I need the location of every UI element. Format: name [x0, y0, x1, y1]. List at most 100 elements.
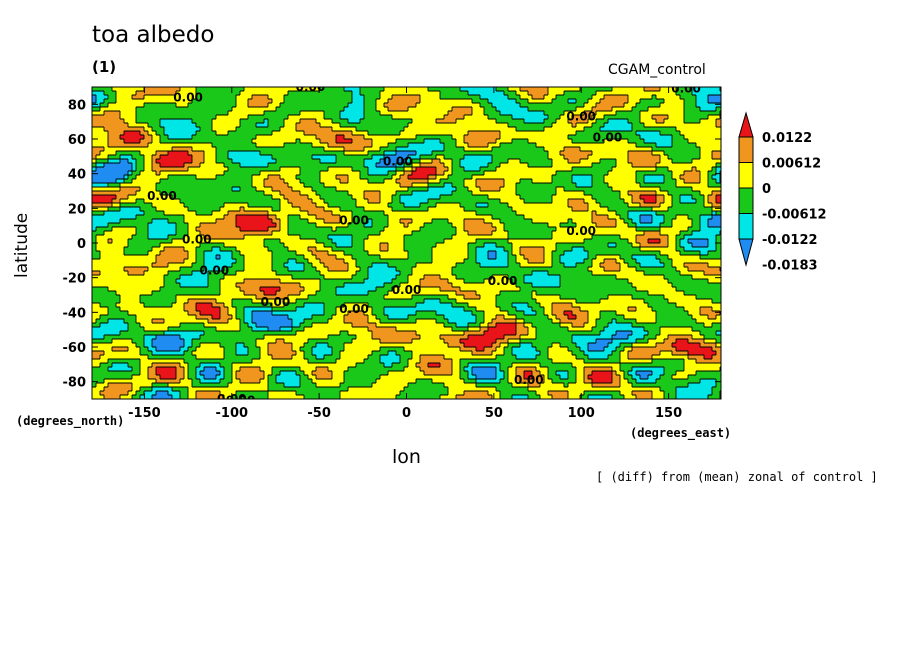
field-cell: [528, 127, 533, 132]
field-cell: [288, 131, 293, 136]
field-cell: [308, 87, 313, 92]
field-cell: [204, 191, 209, 196]
field-cell: [564, 99, 569, 104]
field-cell: [500, 95, 505, 100]
field-cell: [140, 135, 145, 140]
field-cell: [392, 159, 397, 164]
field-cell: [112, 103, 117, 108]
field-cell: [344, 211, 349, 216]
field-cell: [644, 115, 649, 120]
field-cell: [196, 119, 201, 124]
field-cell: [284, 155, 289, 160]
field-cell: [184, 99, 189, 104]
field-cell: [516, 143, 521, 148]
field-cell: [116, 207, 121, 212]
field-cell: [680, 95, 685, 100]
field-cell: [672, 99, 677, 104]
field-cell: [656, 175, 661, 180]
field-cell: [200, 155, 205, 160]
field-cell: [628, 187, 633, 192]
field-cell: [352, 139, 357, 144]
field-cell: [416, 103, 421, 108]
field-cell: [508, 183, 513, 188]
field-cell: [244, 123, 249, 128]
field-cell: [336, 99, 341, 104]
field-cell: [360, 159, 365, 164]
field-cell: [192, 123, 197, 128]
field-cell: [708, 195, 713, 200]
field-cell: [140, 115, 145, 120]
field-cell: [488, 167, 493, 172]
field-cell: [436, 171, 441, 176]
field-cell: [576, 119, 581, 124]
field-cell: [120, 143, 125, 148]
field-cell: [540, 131, 545, 136]
field-cell: [476, 159, 481, 164]
field-cell: [348, 155, 353, 160]
field-cell: [688, 191, 693, 196]
field-cell: [684, 131, 689, 136]
field-cell: [428, 143, 433, 148]
field-cell: [548, 127, 553, 132]
field-cell: [456, 119, 461, 124]
field-cell: [180, 143, 185, 148]
field-cell: [648, 175, 653, 180]
field-cell: [336, 183, 341, 188]
field-cell: [140, 103, 145, 108]
field-cell: [612, 147, 617, 152]
field-cell: [128, 155, 133, 160]
field-cell: [192, 111, 197, 116]
field-cell: [696, 183, 701, 188]
field-cell: [136, 159, 141, 164]
field-cell: [436, 167, 441, 172]
field-cell: [304, 103, 309, 108]
field-cell: [636, 139, 641, 144]
field-cell: [516, 111, 521, 116]
field-cell: [712, 159, 717, 164]
field-cell: [96, 175, 101, 180]
field-cell: [180, 111, 185, 116]
field-cell: [132, 111, 137, 116]
field-cell: [584, 95, 589, 100]
field-cell: [476, 191, 481, 196]
field-cell: [292, 99, 297, 104]
field-cell: [500, 87, 505, 92]
field-cell: [116, 203, 121, 208]
field-cell: [260, 187, 265, 192]
field-cell: [356, 187, 361, 192]
field-cell: [408, 123, 413, 128]
field-cell: [596, 119, 601, 124]
field-cell: [324, 95, 329, 100]
field-cell: [268, 119, 273, 124]
field-cell: [196, 139, 201, 144]
field-cell: [100, 103, 105, 108]
field-cell: [520, 163, 525, 168]
field-cell: [696, 91, 701, 96]
field-cell: [316, 91, 321, 96]
field-cell: [176, 147, 181, 152]
field-cell: [640, 155, 645, 160]
field-cell: [676, 167, 681, 172]
field-cell: [376, 147, 381, 152]
field-cell: [280, 99, 285, 104]
field-cell: [296, 171, 301, 176]
field-cell: [644, 95, 649, 100]
field-cell: [616, 207, 621, 212]
field-cell: [488, 87, 493, 92]
field-cell: [564, 139, 569, 144]
field-cell: [648, 131, 653, 136]
field-cell: [220, 191, 225, 196]
field-cell: [156, 183, 161, 188]
field-cell: [264, 127, 269, 132]
field-cell: [548, 123, 553, 128]
field-cell: [100, 203, 105, 208]
field-cell: [524, 91, 529, 96]
field-cell: [420, 147, 425, 152]
field-cell: [588, 171, 593, 176]
field-cell: [296, 155, 301, 160]
field-cell: [620, 175, 625, 180]
field-cell: [396, 119, 401, 124]
field-cell: [344, 111, 349, 116]
field-cell: [608, 159, 613, 164]
field-cell: [612, 99, 617, 104]
